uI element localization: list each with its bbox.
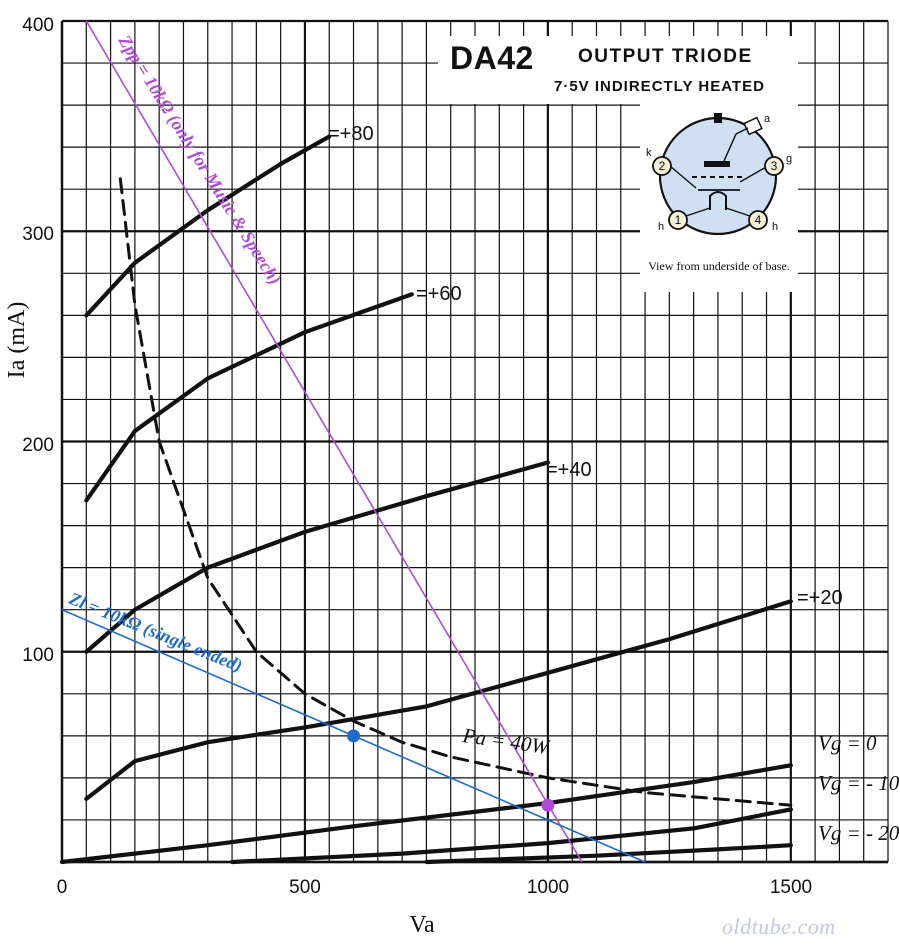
chart-operating-points xyxy=(347,729,555,812)
svg-text:a: a xyxy=(764,113,771,125)
x-tick-label-1000: 1000 xyxy=(527,877,569,898)
x-tick-label-0: 0 xyxy=(57,877,68,898)
base-caption: View from underside of base. xyxy=(648,259,790,273)
series-line-6 xyxy=(424,843,793,865)
y-tick-label-100: 100 xyxy=(22,645,54,666)
base-pinout-icon: a 2 k 3 g 1 h 4 h xyxy=(646,113,792,236)
series-line-7 xyxy=(118,177,793,807)
chart-curves xyxy=(59,134,793,865)
tube-name: DA42 xyxy=(450,40,534,76)
svg-text:2: 2 xyxy=(659,159,666,173)
curve-label-plus40: =+40 xyxy=(546,459,592,481)
svg-text:4: 4 xyxy=(755,213,762,227)
curve-label-pa-40w: Pa = 40W xyxy=(460,723,552,759)
tube-title-block: DA42 OUTPUT TRIODE 7·5V INDIRECTLY HEATE… xyxy=(438,36,798,104)
operating-point-1 xyxy=(541,798,555,812)
svg-text:1: 1 xyxy=(675,213,682,227)
series-line-1 xyxy=(84,292,414,503)
curve-label-vg0: Vg = 0 xyxy=(818,731,877,755)
series-line-3 xyxy=(84,599,793,801)
watermark: oldtube.com xyxy=(722,914,836,939)
operating-point-0 xyxy=(347,729,361,743)
x-axis-label: Va xyxy=(409,912,435,938)
svg-text:h: h xyxy=(658,221,664,233)
zpp-load-line-label: Zpp = 10kΩ (only for Music & Speech) xyxy=(113,31,285,289)
y-axis-label: Ia (mA) xyxy=(4,302,30,379)
svg-text:g: g xyxy=(786,153,792,165)
x-tick-label-1500: 1500 xyxy=(770,877,812,898)
tube-heater: 7·5V INDIRECTLY HEATED xyxy=(554,78,765,95)
svg-text:3: 3 xyxy=(771,159,778,173)
curve-label-plus60: =+60 xyxy=(416,283,462,305)
series-line-0 xyxy=(84,134,332,318)
y-tick-label-200: 200 xyxy=(22,435,54,456)
y-tick-label-400: 400 xyxy=(22,15,54,36)
y-tick-label-300: 300 xyxy=(22,224,54,245)
curve-label-plus20: =+20 xyxy=(797,587,843,609)
curve-label-vg-minus20: Vg = - 20 xyxy=(818,821,900,845)
svg-text:h: h xyxy=(772,221,778,233)
svg-text:k: k xyxy=(646,147,652,159)
curve-label-plus80: =+80 xyxy=(328,123,374,145)
series-line-2 xyxy=(84,460,550,654)
x-tick-label-500: 500 xyxy=(289,877,321,898)
series-line-5 xyxy=(230,807,793,865)
series-line-4 xyxy=(59,763,793,865)
base-pinout-diagram: a 2 k 3 g 1 h 4 h View from underside of… xyxy=(640,104,798,292)
curve-label-vg-minus10: Vg = - 10 xyxy=(818,771,900,795)
zl-load-line-label: Zl = 10kΩ (single ended) xyxy=(65,588,245,677)
load-line-0 xyxy=(85,20,583,863)
tube-type: OUTPUT TRIODE xyxy=(578,46,753,67)
